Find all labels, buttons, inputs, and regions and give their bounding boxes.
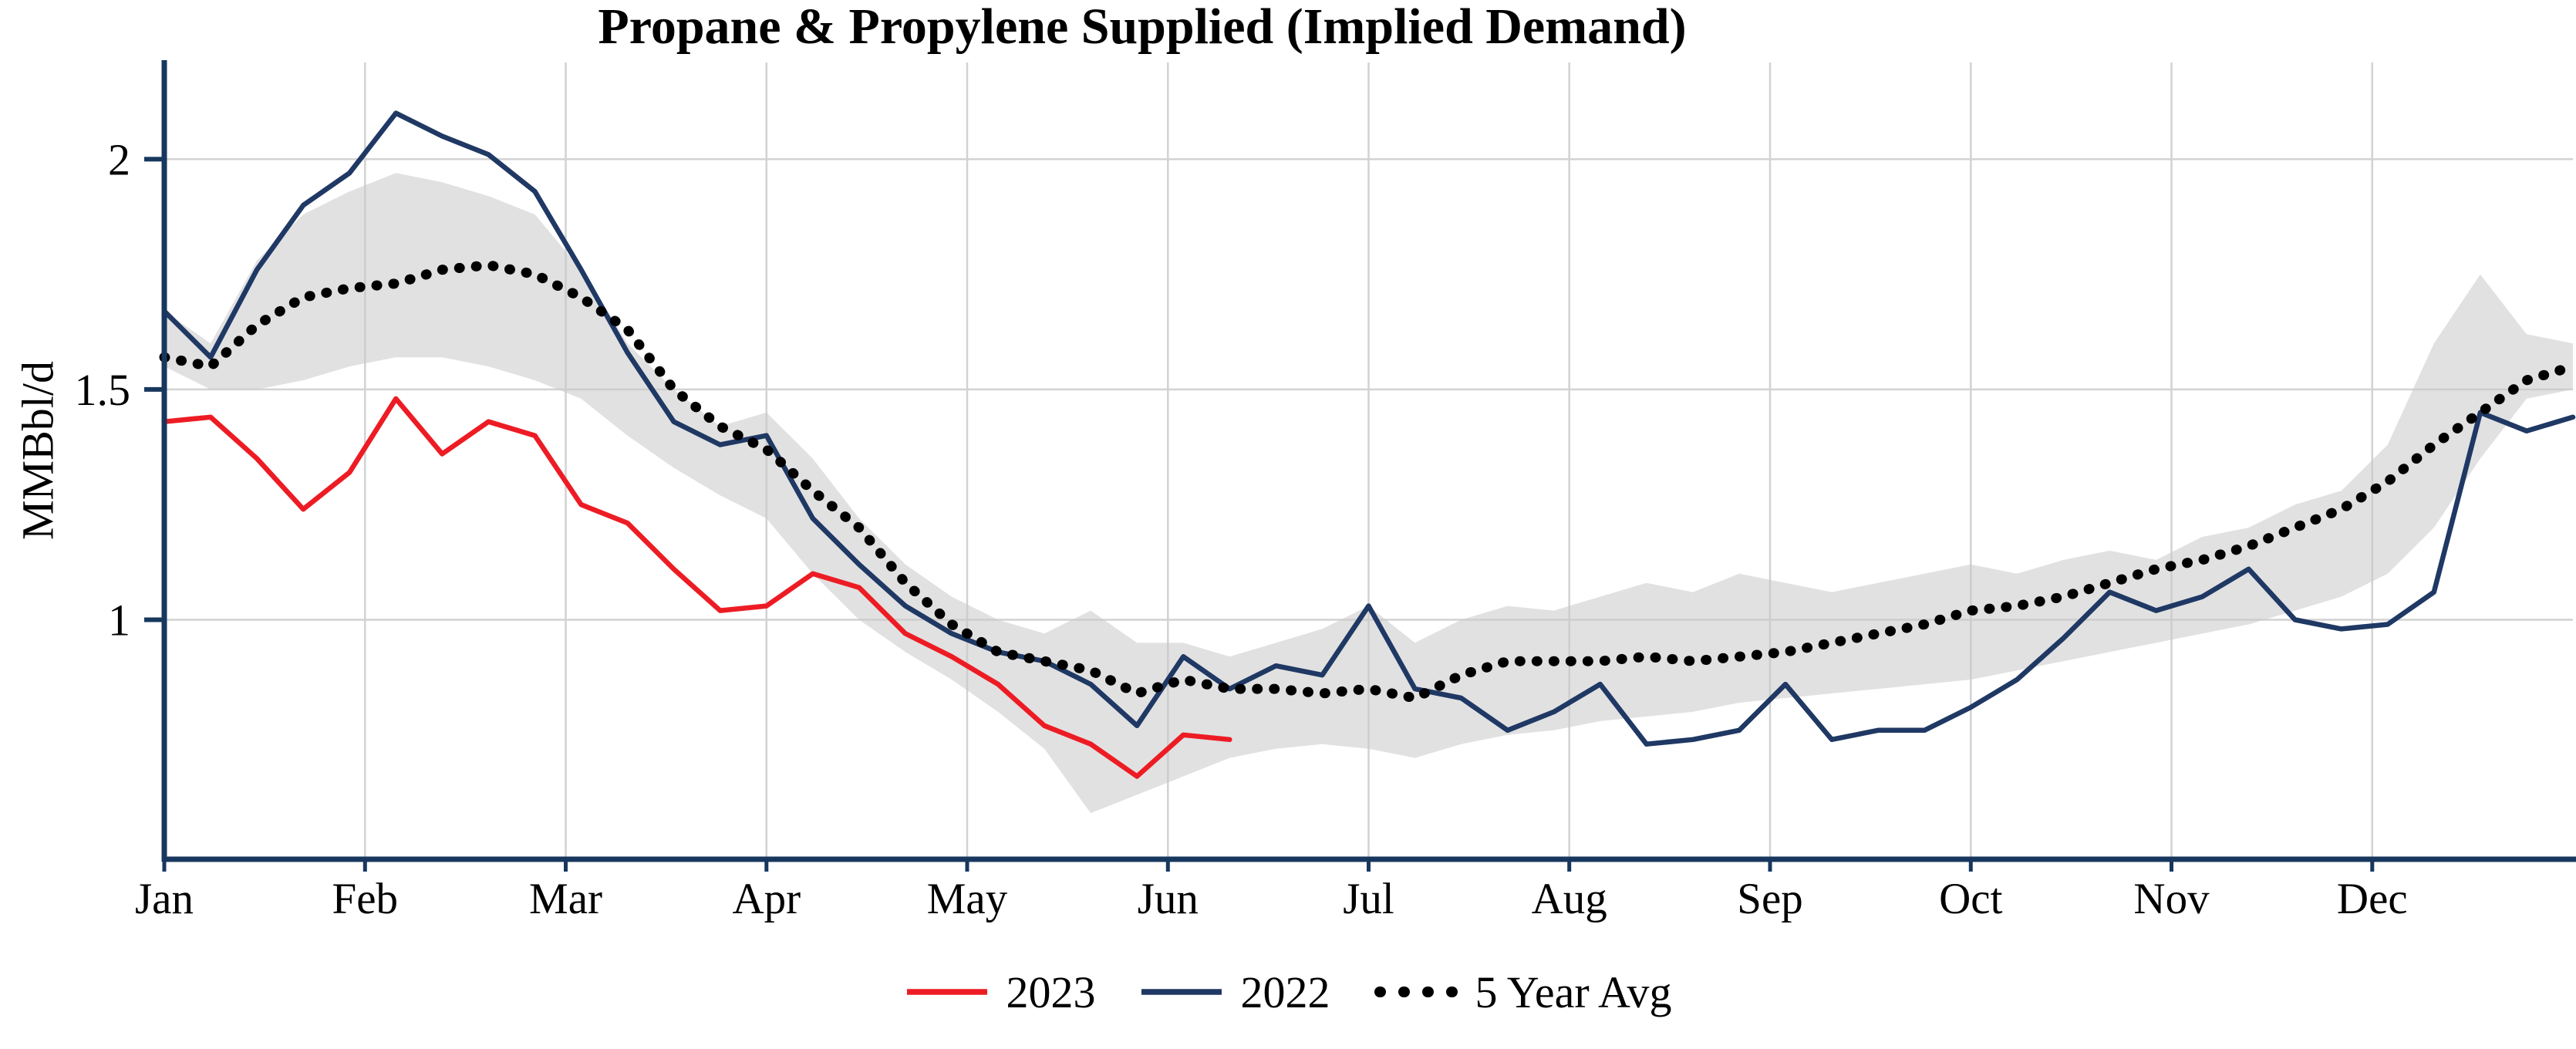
legend-label: 2023 [1006, 966, 1096, 1017]
legend-label: 2022 [1240, 966, 1330, 1017]
x-tick-label: Nov [2133, 875, 2210, 923]
x-tick-label: Oct [1939, 875, 2002, 923]
x-tick-label: Jul [1343, 875, 1394, 923]
legend-label: 5 Year Avg [1475, 966, 1672, 1017]
x-tick-label: Feb [332, 875, 399, 923]
x-tick-label: May [927, 875, 1008, 923]
legend-item-2022: 2022 [1138, 967, 1330, 1017]
x-tick-label: Sep [1737, 875, 1803, 923]
legend-swatch-dotted-line [1374, 987, 1459, 997]
y-tick-label: 2 [108, 134, 130, 184]
series-line-2022 [161, 110, 2576, 747]
x-tick-label: Aug [1532, 875, 1607, 923]
series-line-5-year-avg [159, 260, 2576, 703]
series-line-2023 [161, 396, 1232, 779]
x-tick-label: Dec [2337, 875, 2408, 923]
x-tick-label: Mar [529, 875, 602, 923]
legend-item-2023: 2023 [904, 967, 1095, 1017]
legend-swatch-line [1141, 989, 1222, 995]
x-tick-label: Apr [732, 875, 801, 923]
y-tick-label: 1.5 [75, 365, 131, 415]
x-tick-label: Jan [135, 875, 194, 923]
legend-item-5-year-avg: 5 Year Avg [1373, 966, 1672, 1017]
five-year-range-band [164, 173, 2573, 814]
legend-swatch-line [907, 989, 988, 995]
x-tick-label: Jun [1138, 875, 1199, 923]
y-tick-label: 1 [108, 595, 130, 646]
chart-legend: 2023 2022 5 Year Avg [0, 967, 2576, 1017]
chart-title: Propane & Propylene Supplied (Implied De… [598, 0, 1687, 55]
